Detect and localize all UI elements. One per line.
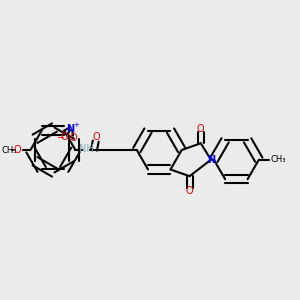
- Text: O: O: [92, 132, 100, 142]
- Text: +: +: [73, 122, 79, 128]
- Text: N: N: [207, 155, 215, 165]
- Text: CH₃: CH₃: [1, 146, 17, 154]
- Text: N: N: [66, 124, 74, 134]
- Text: O: O: [60, 131, 68, 142]
- Text: O: O: [186, 186, 194, 196]
- Text: −: −: [56, 133, 64, 143]
- Text: O: O: [69, 133, 77, 143]
- Text: O: O: [197, 124, 205, 134]
- Text: NH: NH: [79, 144, 93, 154]
- Text: O: O: [13, 145, 21, 155]
- Text: CH₃: CH₃: [270, 155, 286, 164]
